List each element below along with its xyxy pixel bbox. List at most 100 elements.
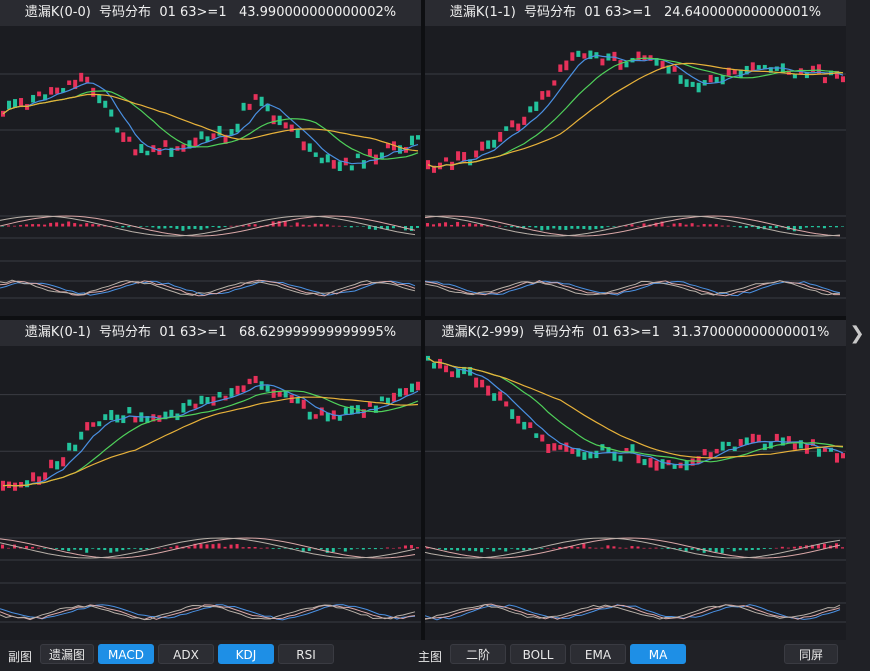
macd-bar [415, 547, 419, 549]
macd-bar [534, 226, 538, 228]
candle [600, 444, 605, 451]
candle [726, 441, 731, 447]
candle [229, 129, 234, 135]
macd-bar [301, 548, 305, 553]
omission-chart-button[interactable]: 遗漏图 [40, 644, 94, 664]
macd-bar [678, 223, 682, 227]
candle [492, 139, 497, 148]
macd-bar [750, 548, 754, 551]
candle [367, 148, 372, 157]
next-page-arrow-icon[interactable]: ❯ [849, 323, 865, 344]
macd-bar [606, 226, 610, 227]
panel-title: 遗漏K(0-1) 号码分布 01 63>=1 68.62999999999999… [0, 320, 421, 346]
macd-bar [612, 226, 616, 227]
macd-bar [211, 544, 215, 549]
macd-bar [163, 226, 167, 229]
macd-bar [702, 224, 706, 227]
macd-bar [307, 225, 311, 227]
macd-bar [708, 548, 712, 551]
macd-bar [307, 548, 311, 552]
macd-bar [103, 548, 107, 551]
macd-bar [762, 226, 766, 230]
macd-bar [594, 226, 598, 230]
macd-bar [450, 224, 454, 227]
kline-chart[interactable] [0, 346, 421, 640]
macd-bar [337, 225, 341, 227]
candle [486, 385, 491, 396]
candle [253, 375, 258, 384]
rsi-button[interactable]: RSI [278, 644, 334, 664]
boll-button[interactable]: BOLL [510, 644, 566, 664]
candle [672, 463, 677, 469]
macd-button[interactable]: MACD [98, 644, 154, 664]
macd-bar [331, 548, 335, 553]
panel-divider-vertical [421, 0, 425, 640]
candle [432, 362, 437, 369]
candle [169, 147, 174, 157]
candle [528, 422, 533, 429]
same-screen-button[interactable]: 同屏 [784, 644, 838, 664]
candle [31, 94, 36, 103]
moving-average-line [427, 54, 844, 168]
candle [678, 75, 683, 84]
candle [546, 90, 551, 97]
candle [79, 431, 84, 440]
candle [415, 381, 420, 391]
candle [588, 451, 593, 459]
adx-button[interactable]: ADX [158, 644, 214, 664]
moving-average-line [2, 90, 419, 160]
candle [91, 422, 96, 427]
kdj-button[interactable]: KDJ [218, 644, 274, 664]
kdj-line [0, 279, 416, 296]
candle [295, 128, 300, 139]
candle [223, 395, 228, 401]
candle [444, 365, 449, 373]
macd-bar [373, 226, 377, 230]
panel-title: 遗漏K(1-1) 号码分布 01 63>=1 24.64000000000000… [425, 0, 846, 26]
candle [199, 131, 204, 140]
ema-button[interactable]: EMA [570, 644, 626, 664]
macd-line [0, 537, 416, 559]
candle [151, 414, 156, 422]
candle [391, 392, 396, 402]
ma-button[interactable]: MA [630, 644, 686, 664]
macd-bar [283, 548, 287, 549]
macd-bar [606, 545, 610, 549]
right-scroll-bar [846, 0, 870, 640]
candle [109, 410, 114, 421]
candle [714, 448, 719, 454]
macd-bar [253, 547, 257, 549]
macd-bar [426, 223, 430, 227]
macd-bar [253, 224, 257, 227]
candle [738, 439, 743, 446]
macd-bar [391, 547, 395, 549]
candle [379, 152, 384, 159]
candle [343, 157, 348, 166]
candle [37, 91, 42, 97]
candle [498, 391, 503, 401]
candle [768, 441, 773, 449]
kline-chart[interactable] [425, 346, 846, 640]
macd-bar [444, 222, 448, 227]
candle [49, 459, 54, 469]
candle [612, 451, 617, 461]
candle [474, 150, 479, 158]
second-order-button[interactable]: 二阶 [450, 644, 506, 664]
moving-average-line [427, 62, 844, 168]
candle [840, 453, 845, 459]
candle [756, 65, 761, 70]
macd-bar [379, 226, 383, 229]
candle [313, 152, 318, 157]
candle [13, 99, 18, 108]
macd-bar [115, 226, 119, 227]
kline-chart[interactable] [425, 26, 846, 316]
candle [672, 66, 677, 72]
macd-bar [546, 547, 550, 549]
macd-bar [169, 226, 173, 228]
candle [367, 401, 372, 407]
candle [552, 443, 557, 451]
macd-bar [786, 547, 790, 549]
macd-bar [367, 226, 371, 230]
macd-bar [1, 226, 5, 227]
kline-chart[interactable] [0, 26, 421, 316]
